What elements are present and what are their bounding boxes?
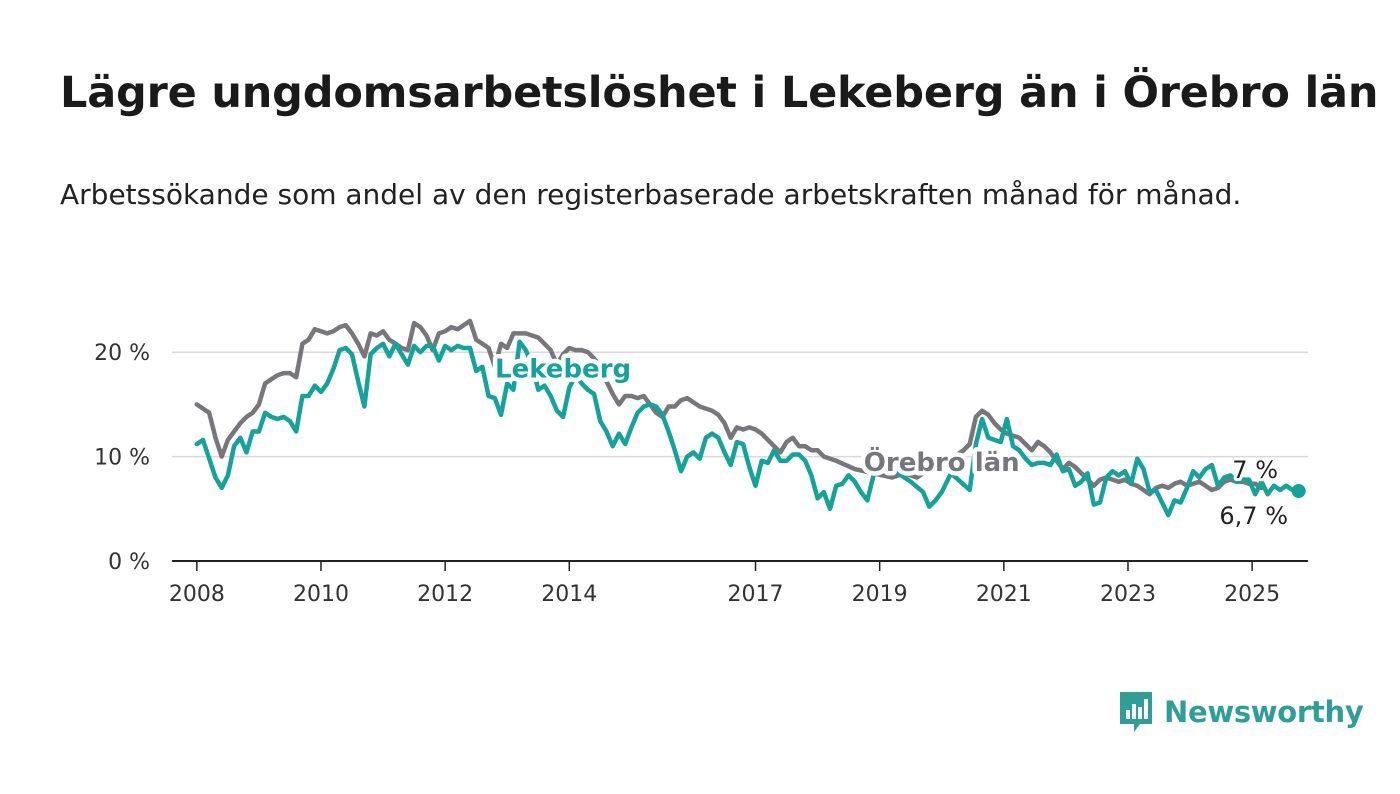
end-value-label: 6,7 % bbox=[1219, 502, 1288, 530]
end-value-halo: 6,7 % bbox=[1219, 502, 1288, 530]
end-point-lekeberg bbox=[1291, 484, 1306, 499]
series-line-lekeberg bbox=[194, 339, 1301, 518]
y-tick-label: 10 % bbox=[94, 446, 150, 471]
chart-subtitle: Arbetssökande som andel av den registerb… bbox=[60, 178, 1242, 211]
y-axis-ticks: 0 % 10 % 20 % bbox=[94, 341, 150, 575]
end-value-label: 7 % bbox=[1232, 456, 1278, 484]
y-tick-label: 20 % bbox=[94, 341, 150, 366]
series-label: Lekeberg bbox=[495, 354, 631, 384]
newsworthy-logo: Newsworthy bbox=[1118, 690, 1364, 734]
x-tick-label: 2012 bbox=[417, 582, 473, 607]
newsworthy-logo-icon bbox=[1120, 692, 1152, 732]
chart-title: Lägre ungdomsarbetslöshet i Lekeberg än … bbox=[60, 68, 1379, 118]
x-axis-ticks: 2008 2010 2012 2014 2017 2019 2021 2023 2025 bbox=[169, 561, 1280, 607]
x-tick-label: 2010 bbox=[293, 582, 349, 607]
series-line-orebro bbox=[194, 318, 1264, 497]
x-tick-label: 2014 bbox=[541, 582, 597, 607]
series-label-halo: Örebro län bbox=[864, 445, 1020, 478]
x-tick-label: 2023 bbox=[1100, 582, 1156, 607]
series-label-halo: Lekeberg bbox=[495, 354, 631, 384]
x-tick-label: 2017 bbox=[728, 582, 784, 607]
series-label: Örebro län bbox=[864, 445, 1020, 478]
x-tick-label: 2008 bbox=[169, 582, 225, 607]
x-tick-label: 2019 bbox=[852, 582, 908, 607]
x-tick-label: 2025 bbox=[1224, 582, 1280, 607]
series-lines bbox=[194, 318, 1301, 518]
end-value-halo: 7 % bbox=[1232, 456, 1278, 484]
brand-name: Newsworthy bbox=[1164, 695, 1364, 729]
x-tick-label: 2021 bbox=[976, 582, 1032, 607]
y-tick-label: 0 % bbox=[108, 550, 150, 575]
